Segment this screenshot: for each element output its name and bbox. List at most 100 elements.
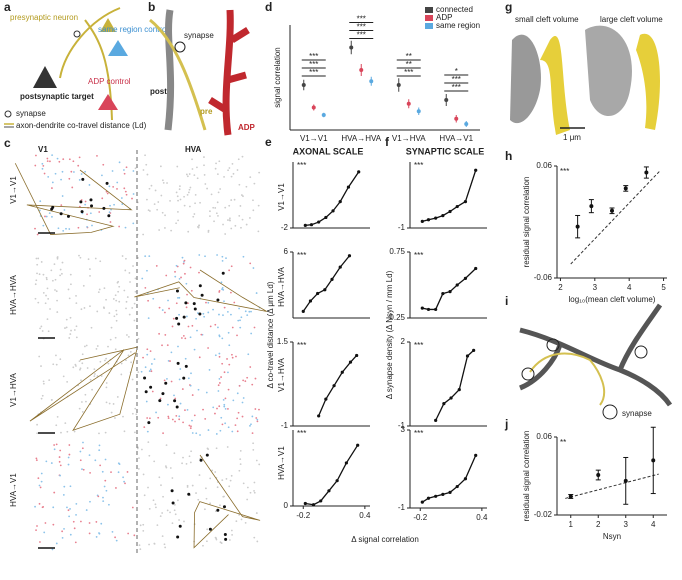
cell-dot: [203, 315, 206, 318]
sig-stars: **: [406, 52, 412, 61]
cell-dot: [171, 325, 174, 328]
cell-dot: [249, 262, 252, 265]
panel-letter: c: [4, 136, 11, 150]
cell-dot: [142, 473, 145, 476]
y-tick-label: -1: [398, 421, 406, 430]
cell-dot: [134, 167, 137, 170]
cell-dot: [205, 487, 207, 490]
cell-dot: [227, 371, 229, 374]
point: [316, 291, 320, 296]
cell-dot: [214, 207, 217, 209]
row-label: V1→V1: [9, 176, 18, 204]
cell-dot: [236, 417, 239, 420]
cell-dot: [242, 482, 245, 485]
cell-dot: [195, 492, 197, 494]
cell-dot: [84, 203, 87, 206]
label: large cleft volume: [600, 15, 663, 24]
annotation: ***: [414, 161, 423, 170]
sig-stars: ***: [357, 15, 366, 24]
cell-dot: [180, 276, 182, 279]
cell-dot: [238, 183, 241, 186]
cell-dot: [120, 362, 123, 365]
cell-dot: [187, 230, 190, 233]
cell-dot: [98, 449, 101, 452]
cell-dot: [210, 193, 213, 196]
y-tick-label: -2: [281, 223, 289, 232]
cell-dot: [171, 522, 174, 525]
cell-dot: [256, 420, 259, 423]
cell-dot: [91, 224, 93, 227]
cell-dot: [209, 325, 212, 328]
cell-dot: [214, 354, 217, 357]
cell-dot: [96, 310, 99, 313]
cell-dot: [257, 204, 260, 207]
cell-dot: [218, 355, 221, 358]
synapse-dot: [90, 204, 94, 208]
cell-dot: [89, 268, 91, 270]
cell-dot: [234, 224, 237, 227]
sig-stars: ***: [452, 75, 461, 84]
cell-dot: [188, 424, 191, 427]
cell-dot: [182, 421, 184, 424]
cell-dot: [249, 424, 251, 427]
cell-dot: [191, 484, 194, 487]
label: presynaptic neuron: [10, 13, 78, 22]
cell-dot: [173, 509, 176, 512]
cell-dot: [125, 307, 127, 310]
cell-dot: [112, 403, 115, 405]
cell-dot: [110, 411, 113, 414]
label: postsynaptic target: [20, 92, 94, 101]
cell-dot: [105, 298, 107, 301]
cell-dot: [204, 183, 207, 185]
cell-dot: [145, 163, 148, 166]
cell-dot: [209, 477, 212, 480]
y-tick-label: -0.25: [387, 313, 406, 322]
cell-dot: [101, 197, 104, 200]
y-tick-label: 0.75: [389, 247, 405, 256]
cell-dot: [178, 519, 180, 521]
cell-dot: [231, 533, 234, 536]
cell-dot: [239, 463, 242, 465]
cell-dot: [68, 158, 71, 161]
synapse-dot: [143, 376, 147, 380]
legend-swatch: [425, 7, 433, 13]
cell-dot: [174, 420, 176, 423]
cell-dot: [61, 170, 64, 173]
cell-dot: [190, 425, 192, 428]
cell-dot: [81, 468, 83, 471]
cell-dot: [252, 209, 255, 212]
cell-dot: [52, 523, 55, 526]
point: [463, 200, 468, 204]
cell-dot: [131, 506, 134, 509]
cell-dot: [137, 468, 140, 470]
panel-letter: h: [505, 149, 512, 163]
cell-dot: [224, 206, 227, 209]
cell-dot: [60, 178, 62, 181]
cell-dot: [138, 457, 140, 460]
cell-dot: [176, 165, 179, 168]
cell-dot: [252, 199, 254, 202]
cell-dot: [158, 229, 161, 231]
cell-dot: [80, 173, 83, 175]
cell-dot: [129, 281, 131, 283]
row-label: HVA→HVA: [277, 266, 286, 306]
cell-dot: [39, 541, 41, 543]
cell-dot: [177, 296, 179, 299]
annotation: ***: [414, 251, 423, 260]
point: [301, 309, 305, 313]
synapse-dot: [221, 271, 225, 275]
synapse-dot: [147, 421, 151, 425]
cell-dot: [105, 489, 108, 492]
cell-dot: [46, 287, 49, 290]
cell-dot: [195, 432, 198, 435]
cell-dot: [180, 337, 183, 339]
axon: [193, 454, 261, 549]
cell-dot: [118, 285, 121, 288]
cell-dot: [144, 255, 147, 258]
fit-line: [565, 473, 659, 499]
cell-dot: [67, 509, 70, 512]
cell-dot: [215, 162, 217, 165]
cell-dot: [223, 300, 225, 303]
cell-dot: [153, 358, 156, 361]
cell-dot: [133, 534, 136, 537]
